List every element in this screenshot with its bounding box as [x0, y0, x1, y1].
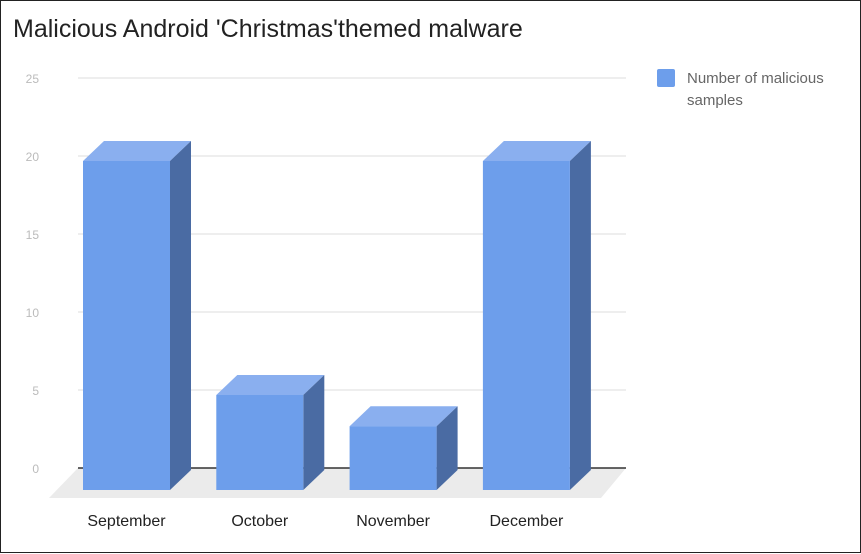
x-tick-label: September — [87, 513, 166, 530]
y-tick-label: 0 — [32, 462, 39, 476]
bar-side — [436, 406, 458, 490]
y-tick-label: 25 — [26, 72, 40, 86]
bar-top — [349, 406, 458, 427]
bar-side — [170, 141, 191, 490]
y-tick-label: 5 — [32, 384, 39, 398]
x-tick-label: December — [489, 513, 563, 530]
y-tick-label: 10 — [26, 306, 40, 320]
bar-side — [303, 375, 325, 490]
x-tick-label: November — [356, 513, 430, 530]
bar — [216, 395, 304, 490]
y-tick-label: 15 — [26, 228, 40, 242]
bar-top — [482, 141, 591, 161]
bar-side — [569, 141, 591, 490]
x-tick-label: October — [231, 513, 289, 530]
legend: Number of malicious samples — [657, 68, 852, 112]
bar — [482, 161, 570, 490]
legend-swatch — [657, 69, 675, 87]
bar-top — [83, 141, 191, 161]
bar — [83, 161, 170, 490]
legend-label: Number of malicious samples — [687, 70, 824, 109]
y-tick-label: 20 — [26, 150, 40, 164]
chart-title: Malicious Android 'Christmas'themed malw… — [13, 15, 523, 43]
floor — [49, 468, 626, 498]
bar-top — [216, 375, 325, 395]
bar — [349, 426, 437, 490]
